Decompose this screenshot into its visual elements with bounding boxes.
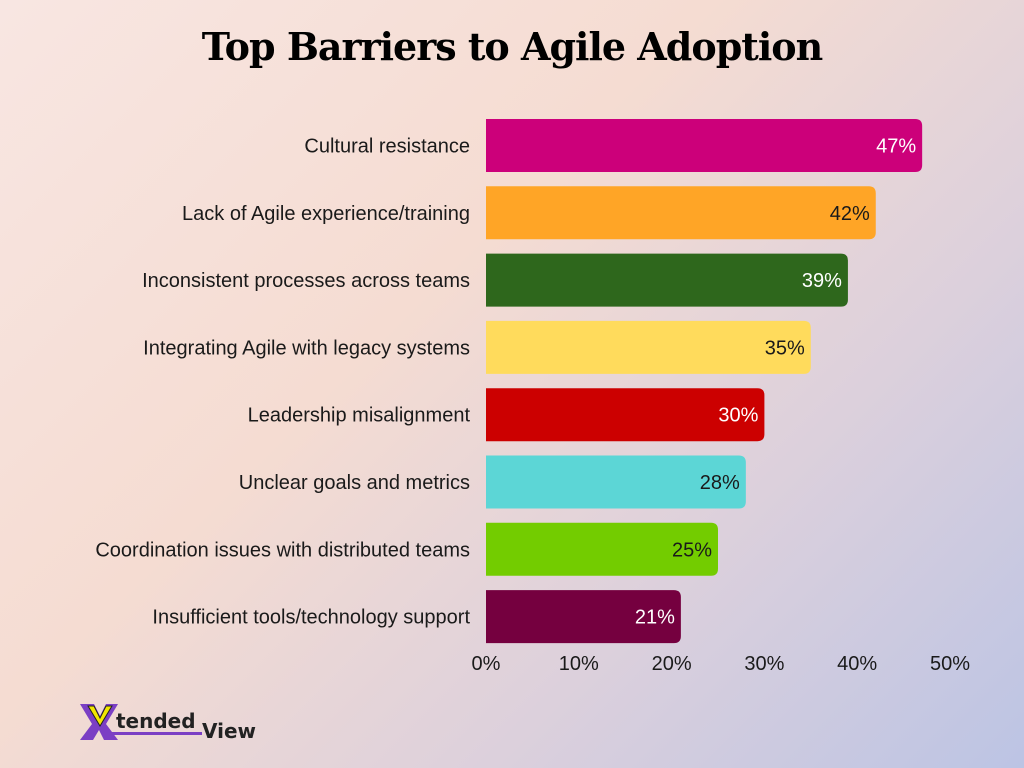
data-label: 39% [802,270,842,292]
category-label: Unclear goals and metrics [239,472,470,494]
x-tick-label: 20% [652,653,692,675]
data-label: 42% [830,203,870,225]
category-label: Coordination issues with distributed tea… [95,539,470,561]
svg-text:View: View [202,719,256,742]
xtendedview-logo: tended View [80,704,256,742]
bar [486,253,848,307]
svg-text:tended: tended [116,709,196,733]
bar [486,119,923,172]
data-label: 35% [765,337,805,359]
bar-chart: Cultural resistance 47% Lack of Agile expe… [95,119,970,675]
data-label: 28% [700,472,740,494]
category-label: Leadership misalignment [248,405,471,427]
bar [486,522,718,576]
category-label: Cultural resistance [304,136,470,158]
bar [486,388,765,442]
category-label: Integrating Agile with legacy systems [143,337,470,359]
x-tick-label: 30% [744,653,784,675]
bar [486,320,811,374]
x-tick-label: 50% [930,653,970,675]
bar [486,186,876,240]
data-label: 47% [876,136,916,158]
data-label: 25% [672,539,712,561]
data-label: 30% [718,405,758,427]
chart-title: Top Barriers to Agile Adoption [201,24,824,69]
category-label: Lack of Agile experience/training [182,203,470,225]
x-tick-label: 0% [472,653,501,675]
data-label: 21% [635,607,675,629]
bar [486,590,681,644]
category-label: Insufficient tools/technology support [152,607,470,629]
x-tick-label: 40% [837,653,877,675]
bar [486,455,746,509]
x-tick-label: 10% [559,653,599,675]
category-label: Inconsistent processes across teams [142,270,470,292]
